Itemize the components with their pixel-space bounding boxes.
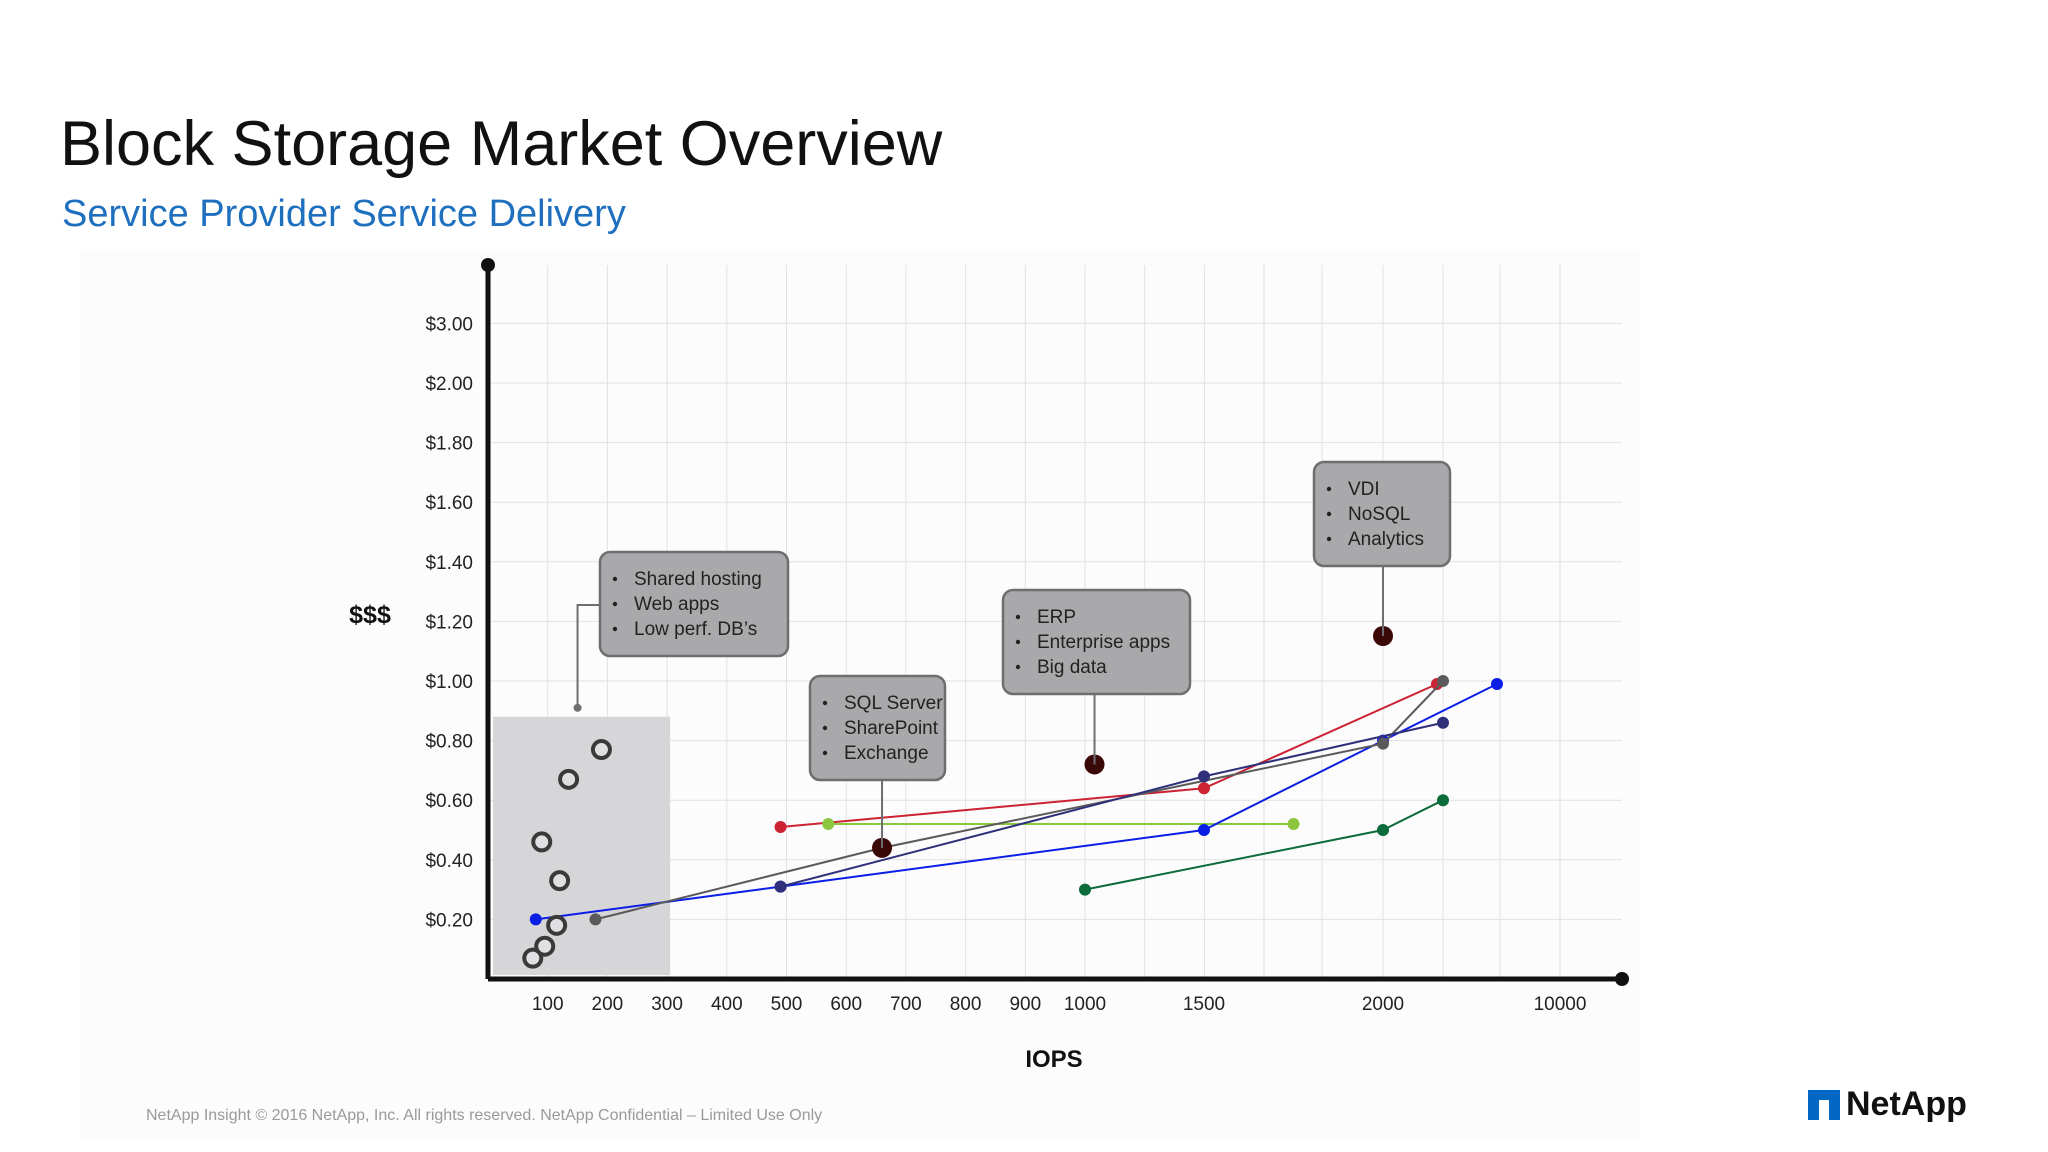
callout-bullet xyxy=(612,626,618,632)
y-tick-label: $1.60 xyxy=(425,493,473,514)
x-tick-label: 2000 xyxy=(1362,994,1404,1015)
series-point xyxy=(822,818,835,831)
y-axis-label: $$$ xyxy=(349,601,391,629)
series-point xyxy=(774,880,787,893)
callout-bullet xyxy=(822,725,828,731)
series-point xyxy=(1287,818,1300,831)
y-tick-label: $2.00 xyxy=(425,374,473,395)
low-end-highlight-area xyxy=(493,716,671,975)
cluster-point xyxy=(531,831,553,853)
callout-bullet xyxy=(612,601,618,607)
series-point xyxy=(1198,782,1210,795)
callout-anchor xyxy=(573,703,582,712)
callout-item: Exchange xyxy=(844,743,929,764)
x-tick-label: 400 xyxy=(711,994,743,1015)
callout-leader xyxy=(576,604,600,708)
callout: VDI NoSQL Analytics xyxy=(1312,460,1452,636)
callout-item: Web apps xyxy=(634,594,719,615)
callout-item: Big data xyxy=(1037,657,1107,678)
y-tick-label: $1.20 xyxy=(425,612,473,633)
y-tick-label: $0.60 xyxy=(425,791,473,812)
callout-item: Low perf. DB’s xyxy=(634,619,757,640)
callouts: Shared hosting Web apps Low perf. DB’s SQL … xyxy=(573,460,1452,848)
x-tick-label: 800 xyxy=(950,994,982,1015)
callout-bullet xyxy=(1015,664,1021,670)
series-point xyxy=(774,821,787,834)
y-tick-label: $1.00 xyxy=(425,672,473,693)
y-tick-label: $0.80 xyxy=(425,732,473,753)
series-point xyxy=(529,913,542,926)
y-tick-label: $1.80 xyxy=(425,434,473,455)
cluster-point xyxy=(534,935,556,957)
y-tick-label: $3.00 xyxy=(425,314,473,335)
cluster-point xyxy=(546,914,568,936)
y-tick-label: $1.40 xyxy=(425,553,473,574)
cluster-point xyxy=(558,768,580,790)
callout-bullet xyxy=(1015,614,1021,620)
x-axis-label: IOPS xyxy=(1025,1046,1082,1073)
x-tick-label: 900 xyxy=(1009,994,1041,1015)
series-point xyxy=(1437,794,1449,807)
callout: SQL Server SharePoint Exchange xyxy=(808,674,947,848)
callout-item: Shared hosting xyxy=(634,569,762,590)
series-layer xyxy=(529,675,1503,926)
series-point xyxy=(1198,770,1210,783)
x-tick-label: 700 xyxy=(890,994,922,1015)
x-tick-label: 10000 xyxy=(1534,994,1587,1015)
x-tick-label: 600 xyxy=(830,994,862,1015)
x-tick-label: 100 xyxy=(532,994,564,1015)
x-tick-label: 1500 xyxy=(1183,994,1225,1015)
callout-box xyxy=(598,550,790,658)
cluster-point xyxy=(549,870,571,892)
callout-bullet xyxy=(822,750,828,756)
netapp-logo-text: NetApp xyxy=(1846,1085,1967,1123)
callout-box xyxy=(1312,460,1452,568)
footer-copyright: NetApp Insight © 2016 NetApp, Inc. All r… xyxy=(146,1107,823,1124)
netapp-logo-icon xyxy=(1808,1089,1840,1120)
x-tick-label: 200 xyxy=(592,994,624,1015)
netapp-logo: NetApp xyxy=(1808,1085,1967,1124)
y-axis-end-dot xyxy=(481,258,495,272)
callout-bullet xyxy=(612,576,618,582)
series-point xyxy=(1198,824,1210,836)
series-point xyxy=(1491,677,1503,690)
y-tick-label: $0.20 xyxy=(425,910,473,931)
callout-item: ERP xyxy=(1037,607,1076,628)
cluster-point xyxy=(590,739,612,761)
callout-item: SQL Server xyxy=(844,693,943,714)
series-point xyxy=(1079,883,1091,896)
slide-subtitle: Service Provider Service Delivery xyxy=(62,193,626,235)
x-tick-label: 1000 xyxy=(1064,994,1106,1015)
series-point xyxy=(1377,737,1389,750)
tick-labels: 100 200 300 400 500 600 700 800 900 1000 1500 2000 1… xyxy=(425,314,1586,1015)
x-axis-end-dot xyxy=(1615,972,1629,986)
low-end-cluster xyxy=(522,739,612,969)
callout-item: NoSQL xyxy=(1348,504,1410,525)
callout-item: Analytics xyxy=(1348,529,1424,550)
axes xyxy=(481,258,1629,986)
callout-bullet xyxy=(822,700,828,706)
callout-bullet xyxy=(1015,639,1021,645)
y-tick-label: $0.40 xyxy=(425,851,473,872)
callout-box xyxy=(808,674,947,782)
callout: Shared hosting Web apps Low perf. DB’s xyxy=(573,550,790,712)
callout-item: SharePoint xyxy=(844,718,939,739)
series-point xyxy=(589,913,602,926)
callout-bullet xyxy=(1326,511,1332,517)
x-tick-label: 300 xyxy=(651,994,683,1015)
series-point xyxy=(1437,716,1449,729)
slide-title: Block Storage Market Overview xyxy=(60,109,943,179)
callout-bullet xyxy=(1326,486,1332,492)
cluster-point xyxy=(522,947,544,969)
callout: ERP Enterprise apps Big data xyxy=(1001,588,1192,765)
callout-box xyxy=(1001,588,1192,696)
x-tick-label: 500 xyxy=(771,994,803,1015)
series-point xyxy=(1377,824,1389,836)
callout-item: VDI xyxy=(1348,479,1380,500)
callout-bullet xyxy=(1326,536,1332,542)
series-point xyxy=(1437,675,1449,687)
callout-item: Enterprise apps xyxy=(1037,632,1170,653)
